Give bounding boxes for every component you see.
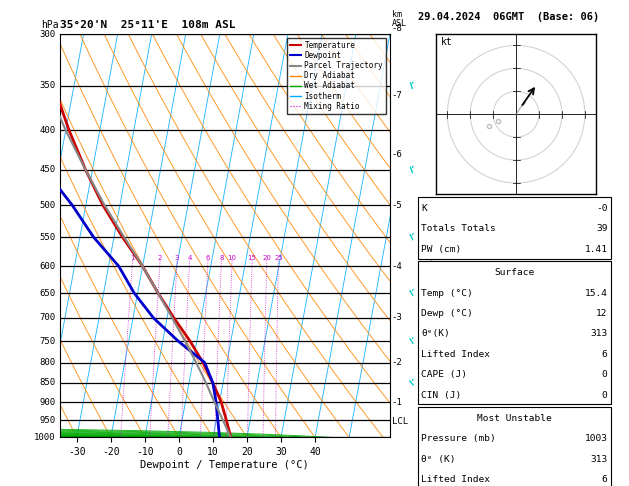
Text: hPa: hPa <box>42 20 59 30</box>
Text: 950: 950 <box>40 416 56 425</box>
Text: -2: -2 <box>392 358 403 367</box>
Text: 20: 20 <box>262 255 271 260</box>
Text: 1000: 1000 <box>35 433 56 442</box>
Text: CIN (J): CIN (J) <box>421 391 462 399</box>
Text: 12: 12 <box>596 309 608 318</box>
Text: 4: 4 <box>187 255 192 260</box>
Text: Totals Totals: Totals Totals <box>421 225 496 233</box>
Text: Lifted Index: Lifted Index <box>421 350 491 359</box>
Text: 8: 8 <box>219 255 224 260</box>
Text: 400: 400 <box>40 126 56 135</box>
Text: 0: 0 <box>602 370 608 379</box>
Text: km
ASL: km ASL <box>392 10 406 28</box>
Text: 25: 25 <box>274 255 283 260</box>
Text: -3: -3 <box>392 313 403 322</box>
Text: -6: -6 <box>392 150 403 159</box>
Text: 900: 900 <box>40 398 56 407</box>
Text: 0: 0 <box>602 391 608 399</box>
Text: 6: 6 <box>602 475 608 484</box>
Text: 1003: 1003 <box>584 434 608 443</box>
Text: 700: 700 <box>40 313 56 322</box>
Text: 350: 350 <box>40 81 56 90</box>
Text: 800: 800 <box>40 358 56 367</box>
X-axis label: Dewpoint / Temperature (°C): Dewpoint / Temperature (°C) <box>140 460 309 470</box>
Text: 2: 2 <box>158 255 162 260</box>
Text: © weatheronline.co.uk: © weatheronline.co.uk <box>418 472 528 481</box>
Text: -1: -1 <box>392 398 403 407</box>
Text: 15.4: 15.4 <box>584 289 608 297</box>
Text: 1: 1 <box>130 255 135 260</box>
Text: 10: 10 <box>228 255 237 260</box>
Text: Surface: Surface <box>494 268 535 277</box>
Text: 29.04.2024  06GMT  (Base: 06): 29.04.2024 06GMT (Base: 06) <box>418 12 599 22</box>
Text: 450: 450 <box>40 165 56 174</box>
Text: Mixing Ratio (g/kg): Mixing Ratio (g/kg) <box>428 205 437 307</box>
Legend: Temperature, Dewpoint, Parcel Trajectory, Dry Adiabat, Wet Adiabat, Isotherm, Mi: Temperature, Dewpoint, Parcel Trajectory… <box>287 38 386 114</box>
Text: Most Unstable: Most Unstable <box>477 414 552 423</box>
Text: -0: -0 <box>596 204 608 213</box>
Text: 39: 39 <box>596 225 608 233</box>
Text: -7: -7 <box>392 90 403 100</box>
Text: 313: 313 <box>591 330 608 338</box>
Text: 650: 650 <box>40 289 56 297</box>
Text: 550: 550 <box>40 233 56 242</box>
Text: 6: 6 <box>602 350 608 359</box>
Text: 300: 300 <box>40 30 56 38</box>
Text: Temp (°C): Temp (°C) <box>421 289 473 297</box>
Text: 600: 600 <box>40 262 56 271</box>
Text: θᵉ (K): θᵉ (K) <box>421 455 456 464</box>
Text: 313: 313 <box>591 455 608 464</box>
Text: 35°20'N  25°11'E  108m ASL: 35°20'N 25°11'E 108m ASL <box>60 20 235 31</box>
Text: 1.41: 1.41 <box>584 245 608 254</box>
Text: -5: -5 <box>392 201 403 209</box>
Text: 500: 500 <box>40 201 56 209</box>
Text: kt: kt <box>440 37 452 48</box>
Text: LCL: LCL <box>392 417 408 426</box>
Text: Pressure (mb): Pressure (mb) <box>421 434 496 443</box>
Text: 750: 750 <box>40 336 56 346</box>
Text: K: K <box>421 204 427 213</box>
Text: 3: 3 <box>175 255 179 260</box>
Text: -4: -4 <box>392 262 403 271</box>
Text: 6: 6 <box>206 255 210 260</box>
Text: PW (cm): PW (cm) <box>421 245 462 254</box>
Text: 15: 15 <box>248 255 257 260</box>
Text: -8: -8 <box>392 24 403 33</box>
Text: Dewp (°C): Dewp (°C) <box>421 309 473 318</box>
Text: CAPE (J): CAPE (J) <box>421 370 467 379</box>
Text: Lifted Index: Lifted Index <box>421 475 491 484</box>
Text: θᵉ(K): θᵉ(K) <box>421 330 450 338</box>
Text: 850: 850 <box>40 379 56 387</box>
